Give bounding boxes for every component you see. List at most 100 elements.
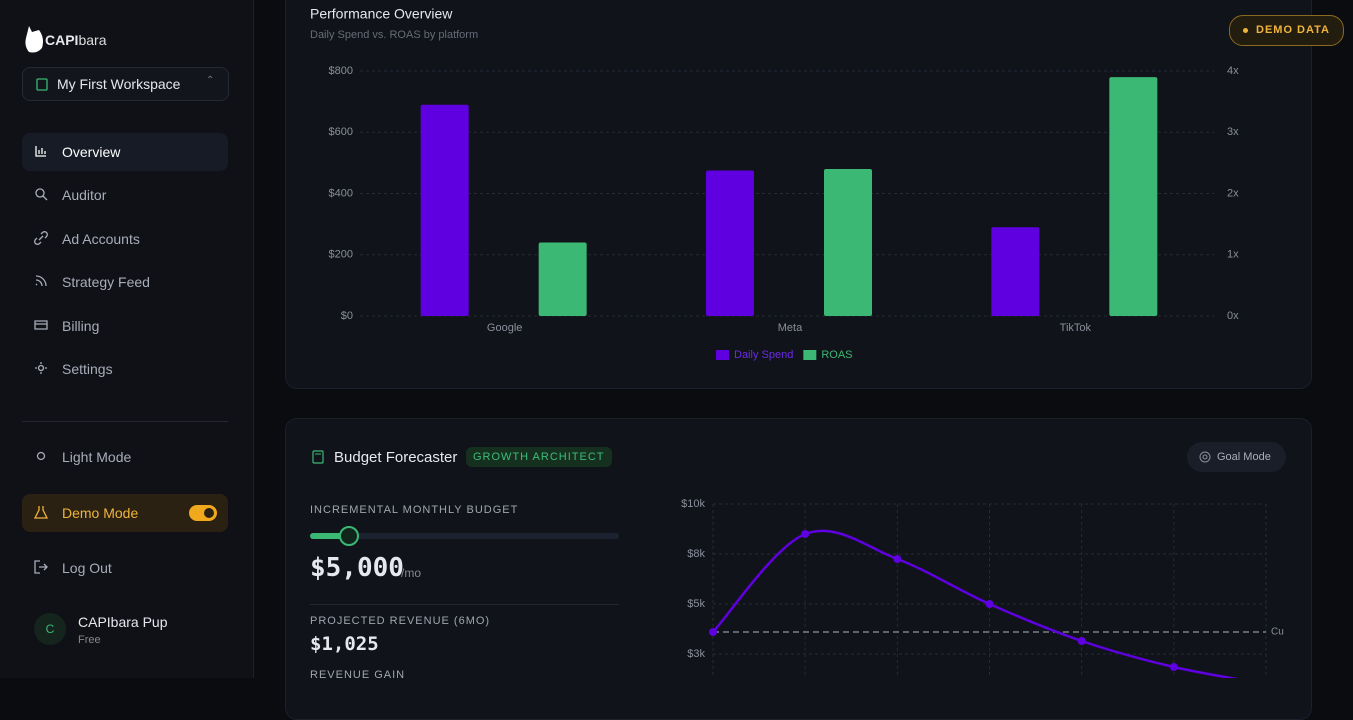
point xyxy=(709,628,717,636)
chevron: ⌃ xyxy=(206,75,215,86)
goal-mode-label: Goal Mode xyxy=(1217,451,1271,463)
log-out-label: Log Out xyxy=(62,560,112,576)
y-tick-label: $400 xyxy=(329,187,353,199)
badge-text: DEMO DATA xyxy=(1256,24,1330,36)
y-tick-label: $600 xyxy=(329,126,353,138)
point xyxy=(985,600,994,608)
budget-label: INCREMENTAL MONTHLY BUDGET xyxy=(310,504,519,516)
nav-icon xyxy=(35,188,48,201)
bar xyxy=(824,169,872,316)
nav-label: Overview xyxy=(62,144,121,160)
y-tick-label: $0 xyxy=(341,310,353,322)
brand-bold: CAPI xyxy=(45,32,79,48)
legend-swatch xyxy=(716,350,729,360)
flask-icon xyxy=(34,506,48,519)
badge-dot xyxy=(1243,28,1248,33)
nav-item[interactable]: Billing xyxy=(22,307,228,345)
y-tick-label: $10k xyxy=(681,498,705,510)
y2-tick-label: 2x xyxy=(1227,187,1239,199)
point xyxy=(1077,637,1086,645)
chart-subtitle: Daily Spend vs. ROAS by platform xyxy=(310,29,478,41)
demo-mode[interactable]: Demo Mode xyxy=(22,494,228,532)
workspace-icon xyxy=(36,78,48,91)
workspace-name: My First Workspace xyxy=(57,76,181,92)
budget-unit: /mo xyxy=(401,566,422,580)
x-tick-label: TikTok xyxy=(1060,322,1092,334)
light-mode[interactable]: Light Mode xyxy=(22,438,228,476)
bar xyxy=(1109,77,1158,316)
y-tick-label: $800 xyxy=(329,65,353,77)
chart-title: Performance Overview xyxy=(310,6,453,22)
logo-icon xyxy=(25,26,43,53)
x-tick-label: Google xyxy=(487,322,522,334)
toggle-knob xyxy=(204,508,214,518)
line-chart xyxy=(709,503,1267,678)
divider xyxy=(310,604,619,605)
brand: CAPIbara xyxy=(45,32,106,48)
toggle[interactable] xyxy=(189,505,217,521)
nav-label: Settings xyxy=(62,361,113,377)
nav-item[interactable]: Overview xyxy=(22,133,228,171)
y2-tick-label: 4x xyxy=(1227,65,1239,77)
forecaster-badge: GROWTH ARCHITECT xyxy=(466,447,612,467)
legend-label: Daily Spend xyxy=(734,349,793,361)
forecaster-card xyxy=(285,418,1312,720)
y-tick-label: $200 xyxy=(329,249,353,261)
nav-icon xyxy=(35,362,47,374)
divider xyxy=(22,421,228,422)
slider-fill xyxy=(310,533,349,539)
charts: Performance Overview Daily Spend vs. ROA… xyxy=(310,6,1284,678)
bar xyxy=(420,104,469,316)
legend-swatch xyxy=(803,350,817,360)
bar xyxy=(991,227,1040,316)
sun-icon xyxy=(36,451,46,461)
sidebar: CAPIbara My First Workspace ⌃ Overview Au… xyxy=(0,0,254,678)
nav-label: Ad Accounts xyxy=(62,231,140,247)
nav-label: Billing xyxy=(62,318,100,334)
y-tick-label: $8k xyxy=(687,548,705,560)
nav-item[interactable]: Settings xyxy=(22,350,228,388)
log-out[interactable]: Log Out xyxy=(22,549,228,587)
revenue-value: $1,025 xyxy=(310,633,379,655)
nav-icon xyxy=(35,275,47,287)
point xyxy=(893,555,902,563)
forecaster-title: Budget Forecaster xyxy=(334,449,458,466)
nav-item[interactable]: Strategy Feed xyxy=(22,263,228,301)
point xyxy=(1169,663,1178,671)
y-tick-label: $5k xyxy=(687,598,705,610)
slider-track[interactable] xyxy=(310,526,619,546)
workspace-select[interactable]: My First Workspace ⌃ xyxy=(22,67,229,101)
target-icon xyxy=(1199,451,1211,463)
y2-tick-label: 3x xyxy=(1227,126,1239,138)
nav-label: Auditor xyxy=(62,187,107,203)
bar xyxy=(706,170,754,316)
y-tick-label: $3k xyxy=(687,648,705,660)
logout-icon xyxy=(34,560,48,574)
y2-tick-label: 0x xyxy=(1227,310,1239,322)
x-tick-label: Meta xyxy=(778,322,803,334)
budget-value: $5,000 xyxy=(310,553,404,583)
nav-label: Strategy Feed xyxy=(62,274,150,290)
goal-mode-button[interactable]: Goal Mode xyxy=(1187,442,1286,472)
nav-icon xyxy=(34,320,48,330)
user-name: CAPIbara Pup xyxy=(78,614,168,630)
calc-icon xyxy=(312,450,324,464)
demo-badge: DEMO DATA xyxy=(1229,15,1344,46)
nav-icon xyxy=(35,146,46,157)
avatar: C xyxy=(34,613,66,645)
nav-item[interactable]: Ad Accounts xyxy=(22,220,228,258)
point xyxy=(801,530,810,538)
user-plan: Free xyxy=(78,634,101,646)
nav-icon xyxy=(34,231,48,245)
y2-tick-label: 1x xyxy=(1227,249,1239,261)
nav-item[interactable]: Auditor xyxy=(22,176,228,214)
bar xyxy=(538,242,587,316)
light-mode-label: Light Mode xyxy=(62,449,132,465)
legend-label: ROAS xyxy=(821,349,852,361)
demo-mode-label: Demo Mode xyxy=(62,505,139,521)
slider-knob[interactable] xyxy=(339,526,359,546)
brand-light: bara xyxy=(78,32,107,48)
reference-label: Cu xyxy=(1271,627,1284,638)
